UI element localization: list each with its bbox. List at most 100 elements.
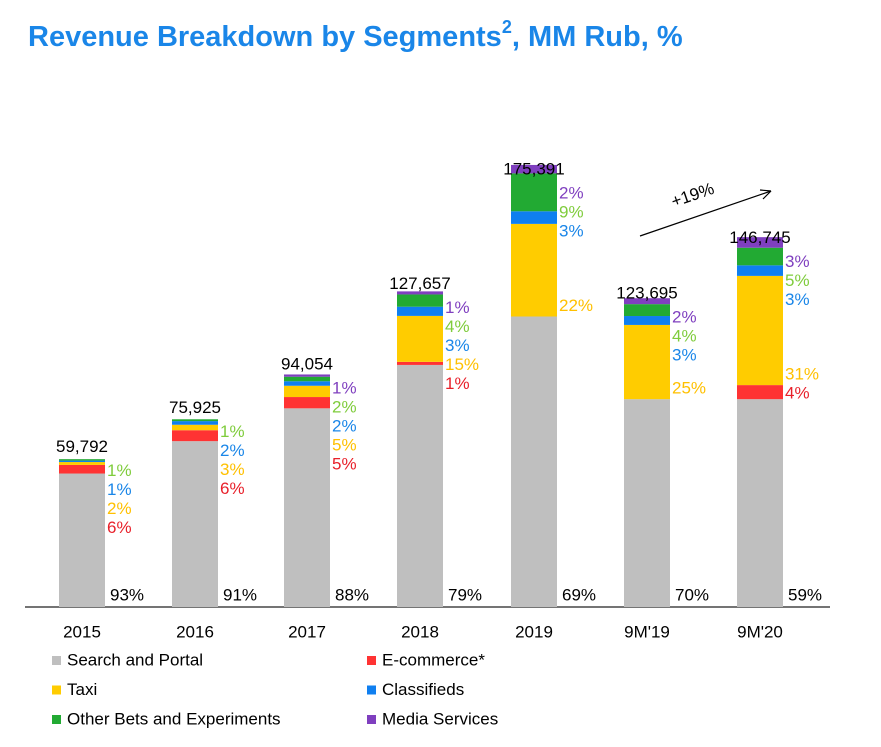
- value-label: 2%: [332, 398, 357, 417]
- bar-segment: [284, 381, 330, 386]
- bar-segment: [737, 247, 783, 266]
- value-label: 2%: [107, 499, 132, 518]
- bar-segment: [284, 408, 330, 607]
- bar-segment: [284, 397, 330, 409]
- bar-segment: [397, 306, 443, 316]
- bar-segment: [624, 298, 670, 305]
- bar-segment: [624, 399, 670, 607]
- trend-arrow: [639, 190, 772, 237]
- bar-segment: [624, 324, 670, 400]
- bar-segment: [737, 399, 783, 607]
- x-tick-label: 2017: [288, 622, 326, 641]
- x-tick-label: 2015: [63, 622, 101, 641]
- total-label: 94,054: [281, 355, 333, 374]
- x-tick-label: 2019: [515, 622, 553, 641]
- bar-segment: [624, 304, 670, 317]
- legend-swatch: [52, 715, 61, 724]
- legend-swatch: [367, 656, 376, 665]
- legend-swatch: [52, 656, 61, 665]
- bar-segment: [172, 441, 218, 607]
- legend-label: E-commerce*: [382, 650, 485, 669]
- x-tick-label: 9M'20: [737, 622, 783, 641]
- bar-segment: [511, 316, 557, 607]
- value-label: 5%: [332, 455, 357, 474]
- bar-segment: [397, 315, 443, 362]
- bar-segment: [511, 164, 557, 174]
- bar-segment: [284, 374, 330, 377]
- bar-segment: [284, 385, 330, 398]
- bar-segment: [172, 421, 218, 425]
- value-label: 6%: [220, 479, 245, 498]
- value-label: 5%: [785, 271, 810, 290]
- value-label: 93%: [110, 585, 144, 604]
- value-label: 1%: [107, 461, 132, 480]
- value-label: 1%: [445, 374, 470, 393]
- bar-segment: [59, 464, 105, 474]
- value-label: 4%: [445, 317, 470, 336]
- bar-segment: [59, 462, 105, 465]
- arrow-head: [759, 189, 772, 200]
- value-label: 1%: [107, 480, 132, 499]
- legend-swatch: [367, 685, 376, 695]
- value-label: 4%: [672, 327, 697, 346]
- total-label: 75,925: [169, 398, 221, 417]
- bar-segment: [397, 294, 443, 307]
- bar-segment: [397, 361, 443, 365]
- chart-title: Revenue Breakdown by Segments2, MM Rub, …: [28, 17, 683, 53]
- bar-segment: [172, 430, 218, 442]
- bar-segment: [172, 424, 218, 431]
- value-label: 2%: [220, 441, 245, 460]
- bar-segment: [172, 419, 218, 422]
- value-label: 5%: [332, 436, 357, 455]
- total-label: 127,657: [389, 274, 450, 293]
- value-label: 3%: [445, 336, 470, 355]
- bar-segment: [59, 460, 105, 463]
- value-label: 2%: [559, 183, 584, 202]
- value-label: 4%: [785, 384, 810, 403]
- value-label: 91%: [223, 585, 257, 604]
- legend-swatch: [367, 715, 376, 724]
- legend-label: Media Services: [382, 709, 498, 728]
- legend-label: Search and Portal: [67, 650, 203, 669]
- value-label: 3%: [220, 460, 245, 479]
- value-label: 88%: [335, 585, 369, 604]
- legend-label: Classifieds: [382, 680, 464, 699]
- bar-segment: [59, 473, 105, 607]
- value-label: 3%: [559, 221, 584, 240]
- value-label: 1%: [445, 298, 470, 317]
- total-label: 146,745: [729, 228, 790, 247]
- x-tick-label: 9M'19: [624, 622, 670, 641]
- value-label: 6%: [107, 518, 132, 537]
- bar-segment: [737, 275, 783, 386]
- total-label: 59,792: [56, 437, 108, 456]
- bar-segment: [624, 316, 670, 325]
- value-label: 2%: [672, 308, 697, 327]
- value-label: 1%: [332, 379, 357, 398]
- x-tick-label: 2018: [401, 622, 439, 641]
- bar-segment: [737, 265, 783, 276]
- value-label: 1%: [220, 422, 245, 441]
- total-label: 123,695: [616, 284, 677, 303]
- value-label: 70%: [675, 585, 709, 604]
- value-label: 79%: [448, 585, 482, 604]
- value-label: 25%: [672, 379, 706, 398]
- value-label: 31%: [785, 365, 819, 384]
- value-label: 9%: [559, 202, 584, 221]
- value-label: 15%: [445, 355, 479, 374]
- bar-segment: [397, 291, 443, 295]
- bar-segment: [511, 223, 557, 317]
- total-label: 175,391: [503, 159, 564, 178]
- bar-segment: [511, 173, 557, 212]
- legend-label: Other Bets and Experiments: [67, 709, 281, 728]
- title-sup: 2: [502, 17, 512, 37]
- bar-segment: [737, 237, 783, 248]
- bar-segment: [59, 459, 105, 461]
- legend-label: Taxi: [67, 680, 97, 699]
- annotation: +19%: [669, 179, 717, 211]
- title-main: Revenue Breakdown by Segments: [28, 21, 502, 53]
- value-label: 3%: [785, 290, 810, 309]
- value-label: 59%: [788, 585, 822, 604]
- bar-segment: [737, 385, 783, 400]
- bar-segment: [511, 211, 557, 224]
